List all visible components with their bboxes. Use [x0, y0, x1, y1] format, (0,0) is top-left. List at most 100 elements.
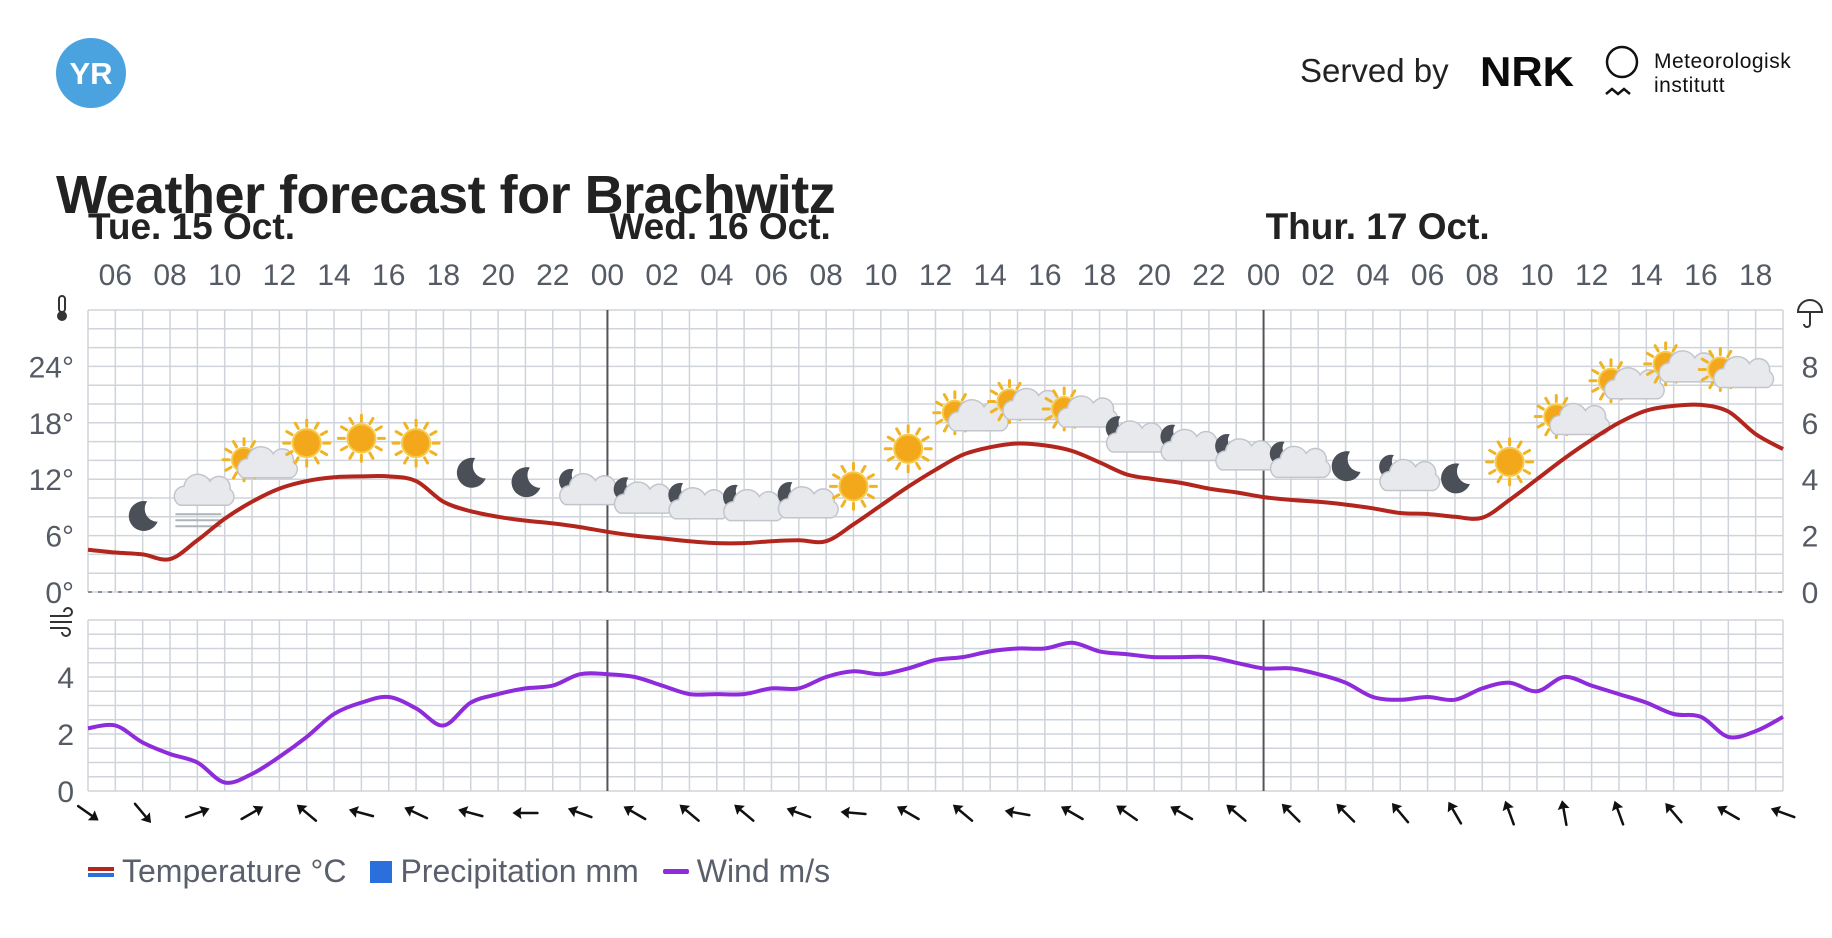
legend-precipitation[interactable]: Precipitation mm [370, 853, 639, 890]
sun-icon [828, 461, 878, 511]
moon-cloud-icon [668, 482, 730, 520]
hour-tick-label: 20 [1138, 259, 1171, 292]
moon-cloud-icon [1379, 454, 1441, 492]
legend-precipitation-label: Precipitation mm [400, 853, 639, 889]
forecast-chart: Tue. 15 Oct. Wed. 16 Oct. Thur. 17 Oct. 06… [29, 206, 1824, 827]
hour-tick-label: 10 [1520, 259, 1553, 292]
moon-cloud-icon [558, 468, 621, 506]
day-labels: Tue. 15 Oct. Wed. 16 Oct. Thur. 17 Oct. [88, 206, 1490, 247]
moon-cloud-icon [777, 481, 839, 519]
wind-arrow-icon [1611, 800, 1625, 826]
precip-y-tick-label: 8 [1802, 351, 1819, 384]
wind-arrow-icon [679, 804, 700, 822]
wind-arrow-icon [567, 805, 593, 819]
yr-logo-text: YR [69, 56, 112, 91]
hour-tick-label: 08 [809, 259, 842, 292]
wind-arrow-icon [348, 806, 375, 818]
wind-icon [50, 607, 73, 637]
legend-temperature-label: Temperature °C [122, 853, 347, 889]
hour-tick-label: 10 [864, 259, 897, 292]
sun-cloud-icon [987, 378, 1064, 424]
met-logo-wave-icon [1605, 87, 1631, 96]
hour-tick-label: 00 [1247, 259, 1280, 292]
wind-line [87, 640, 1784, 785]
wind-line-group [87, 640, 1784, 785]
served-by-label: Served by [1300, 52, 1449, 89]
yr-logo-circle [56, 38, 126, 108]
wind-arrow-icon [184, 805, 210, 819]
moon-cloud-icon [1105, 416, 1167, 453]
precip-y-tick-label: 4 [1802, 464, 1819, 497]
wind-arrow-icon [296, 804, 318, 822]
temp-y-tick-label: 6° [45, 521, 74, 554]
hour-tick-label: 18 [1739, 259, 1772, 292]
wind-arrow-icon [240, 805, 264, 821]
moon-cloud-icon [723, 484, 785, 522]
met-institute-logo[interactable] [1600, 44, 1810, 104]
wind-y-tick-label: 4 [57, 662, 74, 695]
hour-tick-label: 10 [208, 259, 241, 292]
temp-y-tick-label: 24° [29, 351, 74, 384]
sun-cloud-icon [1588, 358, 1665, 404]
wind-arrow-icon [1717, 805, 1740, 821]
wind-arrow-icon [840, 806, 867, 819]
hour-tick-label: 12 [919, 259, 952, 292]
moon-cloud-icon [1269, 441, 1331, 479]
wind-grid [87, 619, 1784, 792]
wind-arrow-icon [1391, 803, 1410, 824]
wind-arrow-icon [1281, 803, 1301, 823]
wind-arrow-icon [1447, 801, 1463, 825]
day-label: Tue. 15 Oct. [88, 206, 295, 247]
sun-cloud-icon [1533, 394, 1611, 440]
wind-arrow-icon [1226, 804, 1247, 822]
hour-tick-label: 08 [153, 259, 186, 292]
moon-cloud-icon [1160, 424, 1222, 462]
page-title: Weather forecast for Brachwitz [56, 165, 836, 226]
wind-arrow-icon [404, 805, 429, 820]
hour-tick-label: 18 [1083, 259, 1116, 292]
hour-tick-label: 16 [1028, 259, 1061, 292]
hour-tick-label: 00 [591, 259, 624, 292]
temp-y-tick-label: 12° [29, 464, 74, 497]
moon-icon [128, 501, 158, 532]
hour-tick-label: 06 [99, 259, 132, 292]
sun-icon [336, 413, 386, 463]
sun-cloud-icon [1041, 386, 1119, 432]
wind-axes: 0 2 4 [50, 607, 74, 809]
temp-y-tick-label: 0° [45, 577, 74, 610]
wind-arrow-icon [76, 804, 99, 821]
legend-wind[interactable]: Wind m/s [662, 853, 830, 890]
hour-tick-label: 16 [1684, 259, 1717, 292]
moon-icon [1441, 463, 1470, 494]
sun-cloud-icon [932, 390, 1009, 436]
yr-logo[interactable]: YR [55, 37, 127, 109]
met-institute-name: Meteorologisk institutt [1654, 50, 1791, 98]
hour-labels: 06 08 10 12 14 16 18 20 22 00 02 04 06 08 10 12 14 16 18 20… [99, 259, 1773, 292]
hour-tick-label: 02 [1302, 259, 1335, 292]
nrk-logo-text: NRK [1480, 50, 1574, 92]
temperature-swatch-icon [88, 866, 114, 877]
hour-tick-label: 02 [645, 259, 678, 292]
wind-arrow-icon [1502, 800, 1515, 826]
wind-arrow-icon [1116, 805, 1138, 822]
nrk-logo[interactable]: NRK [1480, 50, 1576, 92]
precip-y-tick-label: 6 [1802, 408, 1819, 441]
thermometer-icon [57, 295, 67, 321]
weather-symbols [128, 341, 1775, 532]
hour-tick-label: 06 [755, 259, 788, 292]
wind-y-tick-label: 0 [57, 776, 74, 809]
legend-temperature[interactable]: Temperature °C [88, 853, 346, 890]
moon-icon [456, 457, 486, 488]
sun-cloud-icon [1643, 341, 1720, 387]
wind-arrow-icon [1770, 805, 1796, 819]
wind-arrow-icon [1060, 805, 1084, 821]
met-name-line2: institutt [1654, 74, 1726, 97]
wind-arrow-icon [1336, 803, 1356, 823]
wind-arrow-icon [1004, 806, 1031, 819]
hour-tick-label: 16 [372, 259, 405, 292]
wind-swatch-icon [662, 868, 689, 874]
hour-tick-label: 22 [536, 259, 569, 292]
wind-arrow-icon [1170, 805, 1194, 821]
wind-arrow-icon [1557, 800, 1570, 827]
hour-tick-label: 12 [263, 259, 296, 292]
